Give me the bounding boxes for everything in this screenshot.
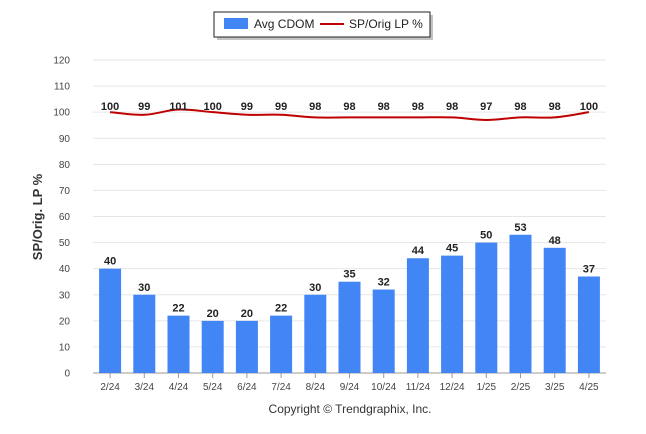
line-data-label: 98 <box>412 101 424 113</box>
x-tick-label: 1/25 <box>477 382 497 393</box>
x-tick-label: 4/25 <box>579 382 599 393</box>
bar-data-label: 37 <box>583 263 595 275</box>
y-tick-label: 20 <box>59 316 71 327</box>
bar-series <box>99 234 600 373</box>
y-tick-label: 90 <box>59 134 71 145</box>
bar <box>99 268 122 373</box>
y-tick-label: 40 <box>59 264 71 275</box>
x-tick-label: 12/24 <box>440 382 465 393</box>
bar <box>201 320 224 373</box>
line-data-label: 100 <box>101 101 119 113</box>
legend-bar-swatch <box>224 18 248 29</box>
bar-data-label: 20 <box>241 308 253 320</box>
x-tick-label: 4/24 <box>169 382 189 393</box>
x-tick-label: 2/24 <box>100 382 120 393</box>
bar-data-label: 53 <box>514 222 526 234</box>
bar-data-label: 30 <box>138 282 150 294</box>
bar-data-label: 22 <box>172 303 184 315</box>
x-tick-label: 5/24 <box>203 382 223 393</box>
line-data-label: 98 <box>514 101 526 113</box>
y-tick-label: 60 <box>59 212 71 223</box>
line-data-label: 98 <box>378 101 390 113</box>
line-data-label: 97 <box>480 101 492 113</box>
line-data-label: 98 <box>309 101 321 113</box>
bar <box>577 276 600 373</box>
y-tick-label: 70 <box>59 186 71 197</box>
bar <box>270 315 293 373</box>
x-tick-label: 10/24 <box>371 382 396 393</box>
bar <box>441 255 464 373</box>
bar <box>304 294 327 373</box>
copyright-credit: Copyright © Trendgraphix, Inc. <box>269 402 432 416</box>
y-tick-label: 120 <box>53 56 70 67</box>
bar <box>133 294 156 373</box>
y-tick-label: 0 <box>64 369 70 380</box>
x-tick-label: 6/24 <box>237 382 257 393</box>
bar <box>406 258 429 373</box>
line-data-label: 99 <box>138 101 150 113</box>
bar <box>235 320 258 373</box>
line-data-label: 98 <box>343 101 355 113</box>
line-data-label: 99 <box>275 101 287 113</box>
x-tick-label: 3/24 <box>135 382 155 393</box>
x-tick-label: 8/24 <box>306 382 326 393</box>
line-series <box>110 108 590 121</box>
x-tick-label: 11/24 <box>406 382 431 393</box>
y-tick-label: 50 <box>59 238 71 249</box>
bar-data-label: 50 <box>480 230 492 242</box>
bar <box>338 281 361 373</box>
legend-label-avg-cdom: Avg CDOM <box>254 17 314 31</box>
y-tick-label: 30 <box>59 290 71 301</box>
x-tick-label: 3/25 <box>545 382 565 393</box>
x-tick-label: 9/24 <box>340 382 360 393</box>
y-tick-label: 10 <box>59 342 71 353</box>
bar-data-label: 44 <box>412 245 425 257</box>
legend: Avg CDOM SP/Orig LP % <box>213 11 433 40</box>
bar-data-label: 20 <box>207 308 219 320</box>
bar <box>372 289 395 373</box>
line-data-label: 101 <box>169 101 187 113</box>
y-tick-label: 100 <box>53 108 70 119</box>
bar <box>509 234 532 373</box>
bar-data-label: 40 <box>104 256 116 268</box>
bar-data-label: 45 <box>446 243 458 255</box>
line-series-path <box>110 108 590 121</box>
bar-data-label: 35 <box>343 269 355 281</box>
line-data-label: 98 <box>549 101 561 113</box>
y-axis-ticks: 0 10 20 30 40 50 60 70 80 90 100 110 120 <box>53 56 70 380</box>
bar-data-label: 30 <box>309 282 321 294</box>
bar-data-label: 48 <box>549 235 561 247</box>
legend-label-sp-orig: SP/Orig LP % <box>349 17 423 31</box>
line-data-label: 100 <box>580 101 598 113</box>
line-data-label: 98 <box>446 101 458 113</box>
line-data-label: 99 <box>241 101 253 113</box>
x-tick-label: 2/25 <box>511 382 531 393</box>
y-axis-label: SP/Orig. LP % <box>30 173 45 260</box>
line-data-label: 100 <box>204 101 222 113</box>
y-tick-label: 80 <box>59 160 71 171</box>
bar <box>543 247 566 373</box>
bar-data-label: 32 <box>378 277 390 289</box>
bar <box>475 242 498 373</box>
x-tick-label: 7/24 <box>271 382 291 393</box>
bar-data-label: 22 <box>275 303 287 315</box>
data-labels: 40 30 22 20 20 22 30 35 32 44 45 50 53 48 37 100 99 101 10… <box>101 101 598 320</box>
x-axis-ticks: 2/24 3/24 4/24 5/24 6/24 7/24 8/24 9/24 10/24 11/… <box>100 373 599 393</box>
bar <box>167 315 190 373</box>
y-tick-label: 110 <box>54 82 70 93</box>
